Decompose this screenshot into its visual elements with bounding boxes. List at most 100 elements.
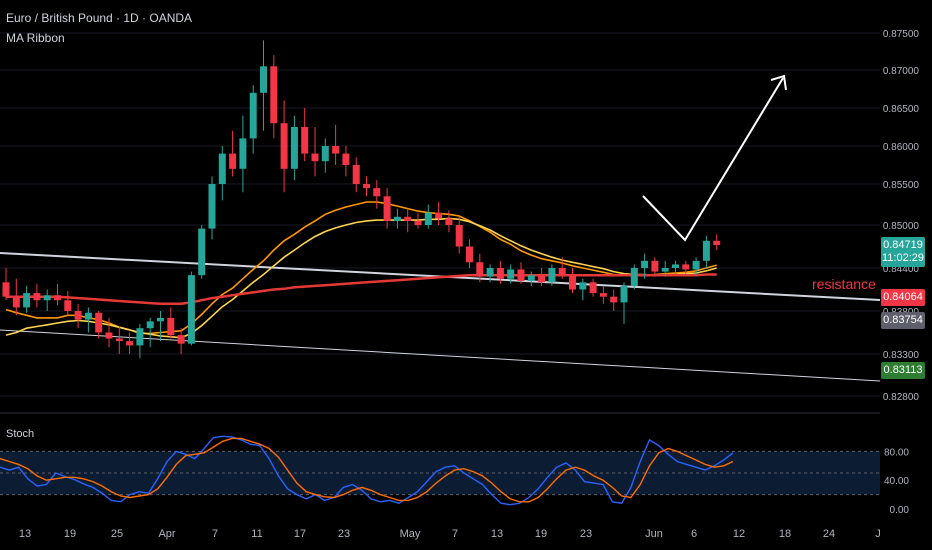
candle-body (682, 264, 690, 270)
candle-body (548, 268, 556, 283)
time-tick-label: May (400, 528, 421, 540)
candle-body (486, 268, 494, 277)
lower-line-badge: 0.83113 (881, 362, 925, 379)
candle-body (157, 317, 164, 322)
candle-body (12, 296, 20, 308)
stoch-tick-label: 80.00 (884, 447, 909, 458)
candle-body (23, 293, 31, 308)
trendlines (0, 252, 881, 382)
candle-body (260, 66, 267, 93)
candle-body (496, 268, 504, 279)
candle-body (95, 312, 103, 333)
candle-body (517, 269, 525, 281)
candle-body (198, 228, 206, 276)
candle-body (455, 225, 463, 247)
candle-body (558, 268, 566, 276)
candle-body (352, 165, 360, 184)
last-price: 0.84719 (883, 239, 923, 251)
time-tick-label: J (875, 528, 881, 540)
candle-body (599, 293, 607, 297)
time-tick-label: 24 (823, 528, 835, 540)
candle-body (187, 275, 195, 344)
candle-body (579, 282, 587, 290)
bar-countdown: 11:02:29 (881, 252, 924, 264)
candle-body (476, 262, 484, 277)
candle-body (342, 153, 350, 165)
time-tick-label: 11 (251, 528, 262, 540)
price-grid (0, 32, 880, 397)
candle-body (33, 293, 41, 301)
candle-body (2, 282, 10, 297)
candle-body (414, 220, 422, 225)
candle-body (64, 300, 72, 311)
candle-body (249, 92, 257, 139)
symbol-title[interactable]: Euro / British Pound · 1D · OANDA (6, 11, 193, 25)
time-tick-label: 25 (111, 528, 123, 540)
candle-body (713, 240, 721, 246)
time-tick-label: 19 (535, 528, 547, 540)
candle-body (290, 127, 298, 169)
candle-body (311, 153, 319, 162)
price-tick-label: 0.87000 (883, 66, 920, 77)
candle-body (115, 338, 123, 342)
lower-trendline (0, 329, 881, 382)
candle-body (84, 312, 92, 320)
price-axis[interactable]: 0.828000.833000.838000.844000.850000.855… (883, 29, 920, 403)
candlestick-series[interactable] (2, 40, 721, 359)
time-tick-label: 7 (212, 528, 218, 540)
time-tick-label: 13 (19, 528, 31, 540)
candle-body (229, 153, 237, 169)
candle-body (661, 268, 669, 272)
candle-body (239, 138, 247, 169)
time-axis[interactable]: 13 19 25 Apr 7 11 17 23 May 7 13 19 23 Jun 6 12 18 24 J (19, 528, 881, 540)
candle-body (301, 127, 309, 154)
stoch-tick-label: 0.00 (890, 505, 910, 516)
candle-body (445, 218, 453, 225)
candle-body (404, 216, 412, 221)
candle-body (54, 295, 61, 301)
forecast-arrow (642, 74, 787, 242)
candle-body (126, 341, 134, 346)
candle-body (507, 269, 515, 279)
candle-body (105, 332, 113, 339)
stoch-axis: 80.00 40.00 0.00 (884, 447, 909, 516)
stoch-tick-label: 40.00 (884, 476, 909, 487)
stoch-line (0, 437, 734, 503)
ma-line (5, 217, 717, 339)
candle-body (589, 282, 597, 294)
indicator-label[interactable]: MA Ribbon (6, 31, 65, 45)
candle-body (43, 295, 51, 301)
last-price-badge: 0.84719 11:02:29 (881, 237, 925, 267)
red-line-badge: 0.84064 (881, 289, 925, 306)
candle-body (74, 311, 82, 320)
candle-body (702, 240, 710, 261)
ma-line (6, 273, 717, 306)
candle-body (466, 246, 473, 263)
time-tick-label: 23 (580, 528, 592, 540)
price-tick-label: 0.85000 (883, 221, 920, 232)
time-tick-label: 6 (691, 528, 697, 540)
time-tick-label: 13 (491, 528, 503, 540)
candle-body (393, 216, 401, 221)
candle-body (146, 321, 154, 329)
price-tick-label: 0.87500 (883, 29, 920, 40)
candle-body (136, 328, 144, 346)
time-tick-label: 17 (294, 528, 306, 540)
candle-body (321, 146, 329, 162)
arrowhead-icon (770, 74, 787, 91)
price-tick-label: 0.86000 (883, 142, 920, 153)
candle-body (527, 275, 535, 281)
time-tick-label: Jun (645, 528, 663, 540)
candle-body (569, 275, 576, 290)
candle-body (641, 260, 649, 268)
candle-body (363, 184, 370, 189)
white-line-badge: 0.83754 (881, 312, 925, 329)
candle-body (167, 317, 175, 336)
candle-body (538, 275, 546, 283)
stoch-line (0, 435, 734, 506)
price-tick-label: 0.85500 (883, 180, 920, 191)
time-tick-label: Apr (158, 528, 175, 540)
time-tick-label: 19 (64, 528, 76, 540)
stoch-label: Stoch (6, 428, 34, 440)
